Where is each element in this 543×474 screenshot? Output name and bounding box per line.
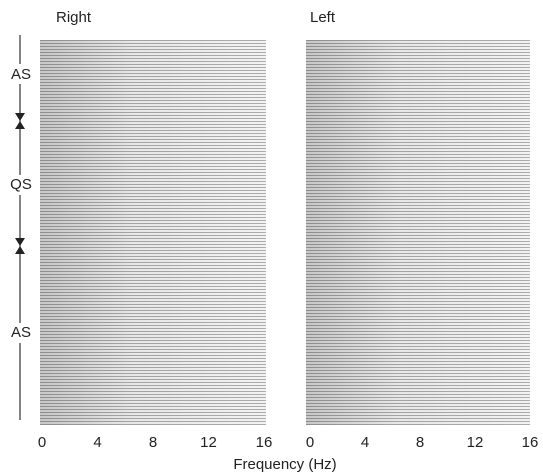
panel-title: Right (56, 9, 92, 26)
state-label: AS (11, 324, 31, 341)
x-tick-label: 0 (306, 434, 314, 451)
label-bg (8, 64, 34, 84)
x-tick-label: 12 (200, 434, 217, 451)
x-tick-label: 12 (467, 434, 484, 451)
x-tick-label: 4 (93, 434, 101, 451)
spectral-shading (306, 40, 530, 425)
x-tick-label: 16 (256, 434, 273, 451)
panel-title: Left (310, 9, 336, 26)
state-boundary (15, 113, 25, 129)
x-tick-label: 8 (416, 434, 424, 451)
state-boundary (15, 238, 25, 254)
spectral-shading (40, 40, 266, 425)
x-tick-label: 4 (361, 434, 369, 451)
label-bg (8, 175, 34, 195)
x-axis-label: Frequency (Hz) (233, 456, 336, 473)
state-label: QS (10, 176, 32, 193)
state-label: AS (11, 66, 31, 83)
x-tick-label: 8 (149, 434, 157, 451)
x-tick-label: 0 (38, 434, 46, 451)
x-tick-label: 16 (522, 434, 539, 451)
label-bg (8, 323, 34, 343)
